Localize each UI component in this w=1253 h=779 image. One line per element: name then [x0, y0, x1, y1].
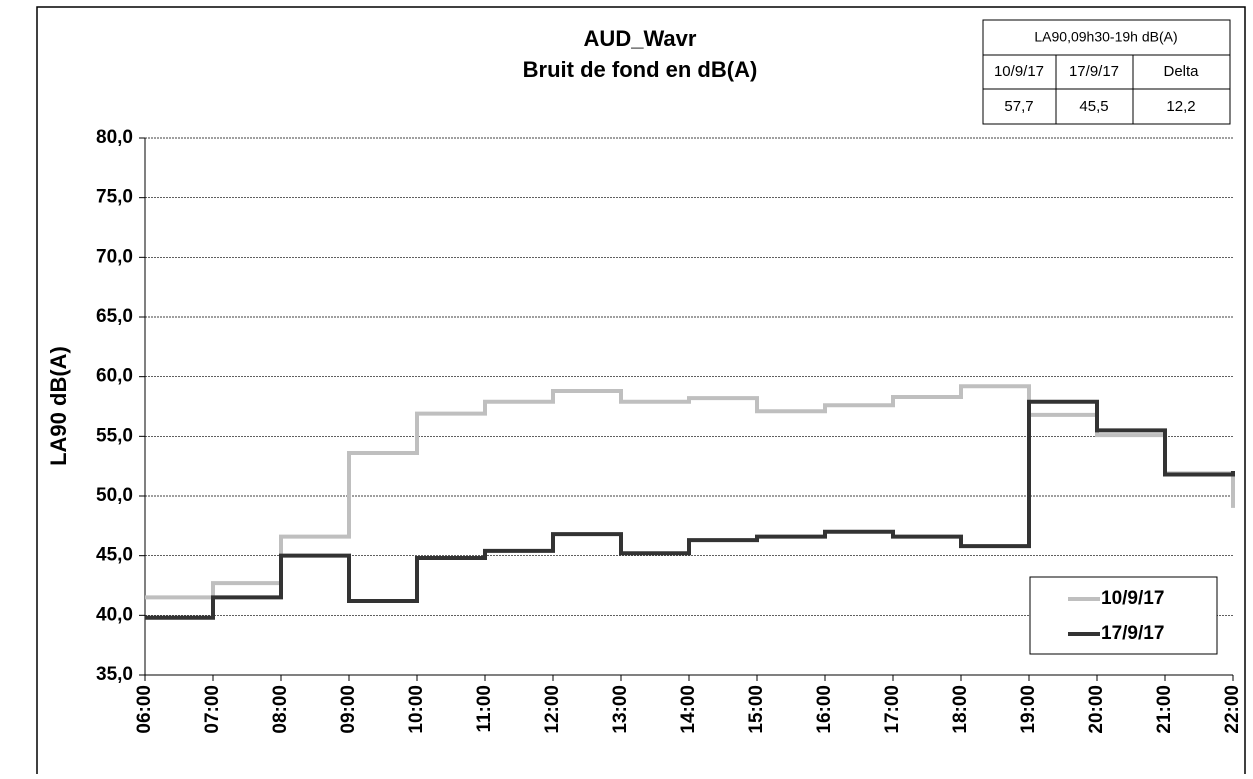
x-tick-label: 07:00 [202, 685, 223, 734]
table-cell: 12,2 [1166, 98, 1195, 115]
x-tick-label: 09:00 [338, 685, 359, 734]
x-tick-label: 21:00 [1154, 685, 1175, 734]
x-tick-label: 10:00 [406, 685, 427, 734]
x-tick-label: 12:00 [542, 685, 563, 734]
legend-box [1029, 576, 1218, 655]
x-tick-label: 13:00 [610, 685, 631, 734]
y-tick-label: 45,0 [96, 545, 133, 566]
x-tick-label: 11:00 [474, 685, 495, 733]
table-border [982, 19, 1231, 125]
chart-title: AUD_Wavr [584, 26, 697, 51]
y-tick-label: 55,0 [96, 425, 133, 446]
table-cell: 45,5 [1079, 98, 1108, 115]
y-tick-label: 60,0 [96, 366, 133, 387]
x-tick-label: 06:00 [134, 685, 155, 734]
x-tick-label: 19:00 [1018, 685, 1039, 734]
inset-table: LA90,09h30-19h dB(A) 10/9/17 17/9/17 Del… [982, 19, 1231, 125]
y-tick-label: 35,0 [96, 664, 133, 685]
x-tick-label: 20:00 [1086, 685, 1107, 734]
legend-label: 17/9/17 [1101, 623, 1164, 644]
table-column: 17/9/17 [1069, 63, 1119, 80]
series-line [145, 384, 1235, 600]
y-tick-label: 50,0 [96, 485, 133, 506]
y-tick-label: 75,0 [96, 187, 133, 208]
y-axis-label: LA90 dB(A) [46, 346, 71, 466]
legend-label: 10/9/17 [1101, 588, 1164, 609]
series-line [145, 399, 1235, 620]
legend: 10/9/17 17/9/17 [1029, 576, 1218, 655]
x-tick-label: 14:00 [678, 685, 699, 734]
chart-frame [36, 6, 1246, 779]
x-tick-label: 16:00 [814, 685, 835, 734]
x-tick-label: 22:00 [1222, 685, 1243, 734]
x-tick-label: 18:00 [950, 685, 971, 734]
table-column: Delta [1163, 63, 1199, 80]
table-header: LA90,09h30-19h dB(A) [1034, 29, 1177, 45]
x-tick-label: 17:00 [882, 685, 903, 734]
table-cell: 57,7 [1004, 98, 1033, 115]
chart-subtitle: Bruit de fond en dB(A) [523, 57, 758, 82]
table-column: 10/9/17 [994, 63, 1044, 80]
x-tick-label: 15:00 [746, 685, 767, 734]
x-tick-label: 08:00 [270, 685, 291, 734]
y-tick-label: 70,0 [96, 246, 133, 267]
y-tick-label: 40,0 [96, 604, 133, 625]
y-tick-label: 80,0 [96, 127, 133, 148]
y-tick-label: 65,0 [96, 306, 133, 327]
